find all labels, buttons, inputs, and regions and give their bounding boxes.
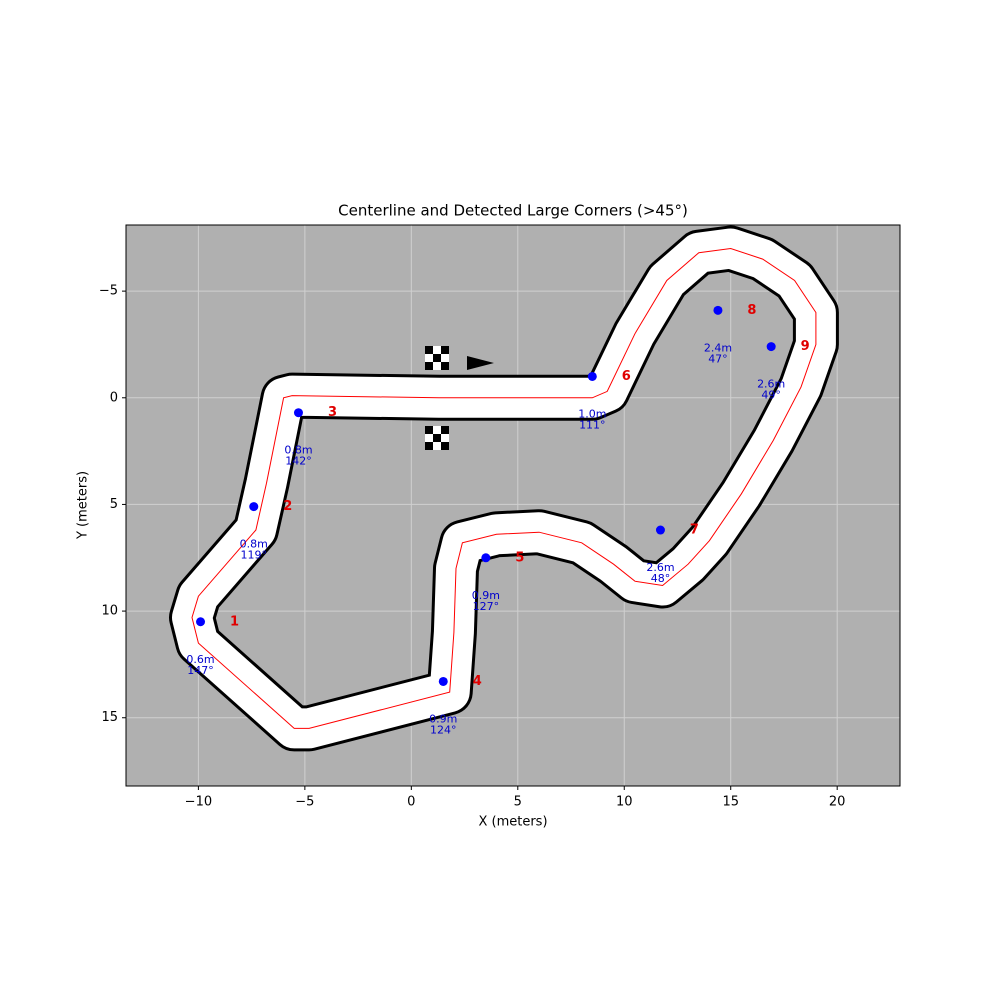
direction-arrow bbox=[467, 356, 494, 370]
start-finish bbox=[425, 346, 494, 450]
road bbox=[169, 225, 839, 752]
y-tick-label: 10 bbox=[101, 604, 118, 619]
x-tick-label: 10 bbox=[616, 795, 633, 810]
corner-angle: 119° bbox=[241, 549, 268, 562]
corner-distance: 0.9m bbox=[472, 589, 500, 602]
x-tick-label: 15 bbox=[722, 795, 739, 810]
x-tick-label: 5 bbox=[514, 795, 522, 810]
corner-point bbox=[587, 371, 597, 381]
corner-number: 6 bbox=[622, 369, 631, 384]
y-tick-label: 5 bbox=[110, 497, 118, 512]
corner-number: 5 bbox=[515, 550, 524, 565]
corner-distance: 2.6m bbox=[646, 561, 674, 574]
corner-point bbox=[196, 617, 206, 627]
corner-angle: 47° bbox=[708, 352, 728, 365]
corner-point bbox=[481, 553, 491, 563]
corner-distance: 0.8m bbox=[284, 444, 312, 457]
x-tick-label: 0 bbox=[407, 795, 415, 810]
checkered-flag bbox=[425, 346, 449, 370]
x-tick-label: −10 bbox=[185, 795, 212, 810]
corner-number: 4 bbox=[473, 674, 482, 689]
corner-angle: 48° bbox=[651, 572, 671, 585]
corner-point bbox=[655, 525, 665, 535]
corners: 10.6m147°20.8m119°30.8m142°40.9m124°50.9… bbox=[186, 303, 809, 737]
corner-number: 2 bbox=[283, 499, 292, 514]
corner-distance: 0.8m bbox=[240, 538, 268, 551]
corner-point bbox=[713, 305, 723, 315]
corner-distance: 0.6m bbox=[186, 653, 214, 666]
grid bbox=[126, 225, 900, 786]
y-tick-label: 15 bbox=[101, 710, 118, 725]
corner-number: 1 bbox=[230, 614, 239, 629]
corner-angle: 111° bbox=[579, 418, 606, 431]
centerline bbox=[191, 247, 817, 729]
y-tick-label: 0 bbox=[110, 390, 118, 405]
x-axis-label: X (meters) bbox=[478, 815, 547, 830]
chart-title: Centerline and Detected Large Corners (>… bbox=[338, 202, 688, 220]
corner-point bbox=[438, 676, 448, 686]
corner-point bbox=[293, 408, 303, 418]
corner-distance: 2.6m bbox=[757, 378, 785, 391]
x-tick-label: 20 bbox=[829, 795, 846, 810]
corner-angle: 142° bbox=[285, 455, 312, 468]
y-tick-label: −5 bbox=[99, 284, 118, 299]
corner-angle: 124° bbox=[430, 723, 457, 736]
corner-point bbox=[766, 342, 776, 352]
checkered-flag bbox=[425, 426, 449, 450]
y-axis-label: Y (meters) bbox=[76, 471, 91, 540]
corner-point bbox=[249, 502, 259, 512]
corner-angle: 49° bbox=[761, 389, 781, 402]
corner-number: 7 bbox=[690, 523, 699, 538]
corner-number: 3 bbox=[328, 405, 337, 420]
corner-distance: 0.9m bbox=[429, 712, 457, 725]
plot-frame bbox=[125, 224, 901, 787]
corner-angle: 127° bbox=[473, 600, 500, 613]
corner-number: 9 bbox=[801, 339, 810, 354]
corner-angle: 147° bbox=[187, 664, 214, 677]
corner-number: 8 bbox=[747, 303, 756, 318]
x-tick-label: −5 bbox=[295, 795, 314, 810]
corner-distance: 1.0m bbox=[578, 407, 606, 420]
corner-distance: 2.4m bbox=[704, 341, 732, 354]
